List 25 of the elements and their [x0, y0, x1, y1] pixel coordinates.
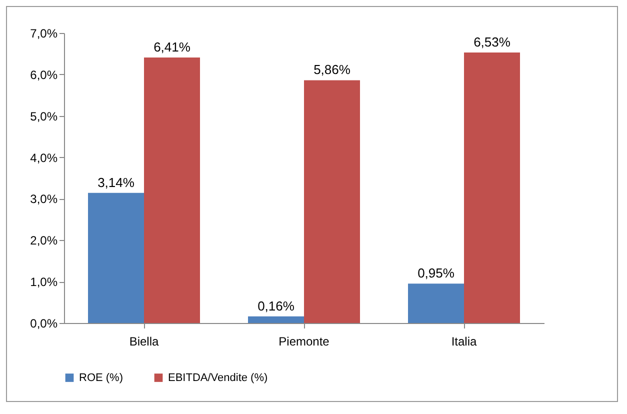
data-label: 3,14% [98, 174, 135, 190]
bar [304, 80, 360, 323]
legend-label: ROE (%) [79, 372, 123, 384]
bar [88, 192, 144, 323]
y-tick-label: 6,0% [30, 68, 58, 82]
bar [144, 57, 200, 323]
data-label: 0,95% [418, 266, 455, 281]
y-tick-label: 1,0% [30, 275, 58, 290]
y-tick-label: 5,0% [30, 109, 58, 124]
y-tick-label: 2,0% [30, 234, 58, 248]
data-label: 6,41% [154, 39, 191, 54]
bar [464, 52, 520, 323]
y-tick-label: 4,0% [30, 150, 58, 165]
bar [408, 284, 464, 323]
x-tick-label: Piemonte [278, 334, 330, 348]
data-label: 0,16% [258, 298, 295, 314]
legend-label: EBITDA/Vendite (%) [168, 372, 268, 384]
data-label: 6,53% [474, 34, 511, 50]
y-tick-label: 7,0% [30, 26, 58, 40]
y-tick-label: 0,0% [30, 316, 58, 330]
data-label: 5,86% [314, 62, 351, 78]
y-tick-label: 3,0% [30, 192, 58, 206]
x-tick-label: Biella [129, 334, 159, 348]
bar [248, 316, 304, 323]
x-tick-label: Italia [451, 334, 477, 348]
